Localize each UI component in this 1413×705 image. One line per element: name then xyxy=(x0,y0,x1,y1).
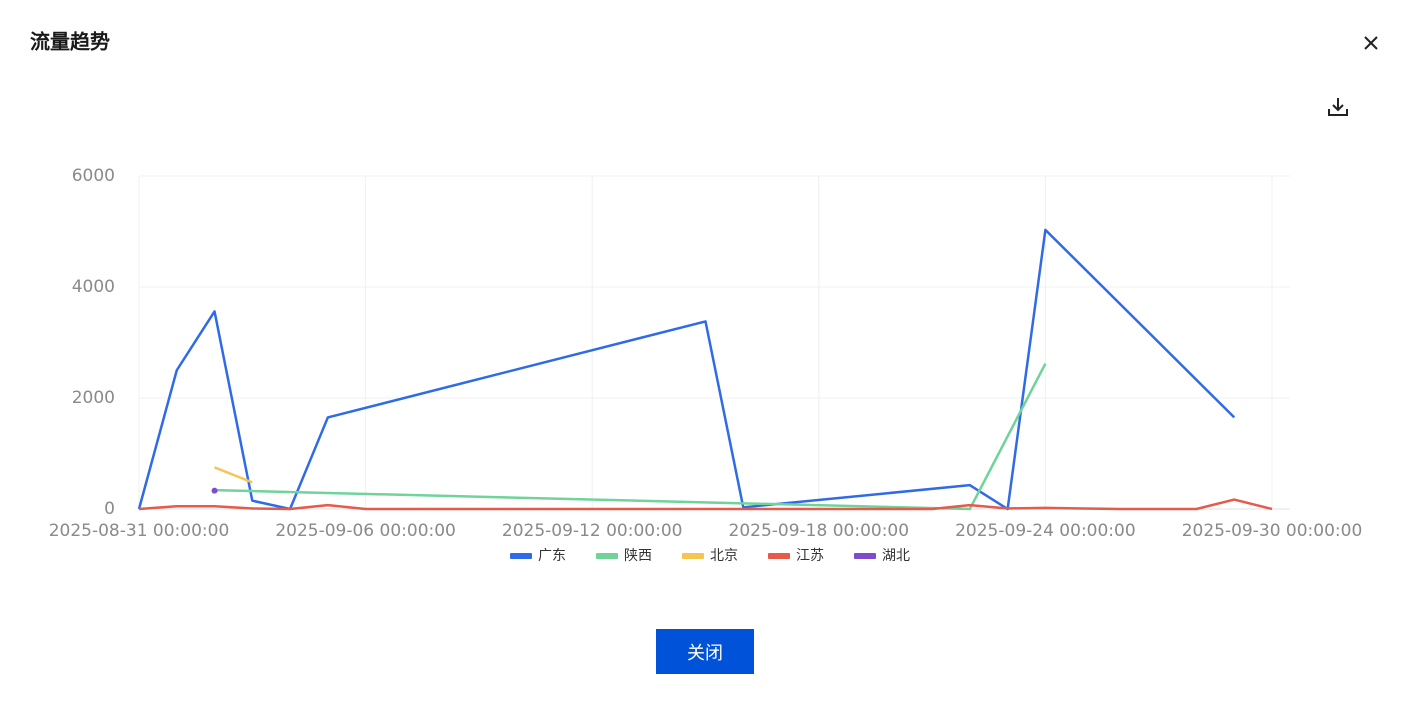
close-icon[interactable] xyxy=(1364,36,1378,50)
close-button[interactable]: 关闭 xyxy=(656,629,754,674)
download-icon[interactable] xyxy=(1328,98,1348,116)
x-tick-label: 2025-09-30 00:00:00 xyxy=(1182,521,1363,541)
legend-swatch xyxy=(854,553,876,559)
legend-label: 北京 xyxy=(710,548,738,564)
legend-swatch xyxy=(768,553,790,559)
y-tick-label: 0 xyxy=(104,499,115,519)
x-tick-label: 2025-09-06 00:00:00 xyxy=(275,521,456,541)
legend-label: 江苏 xyxy=(796,548,824,564)
data-point xyxy=(211,487,218,494)
x-tick-label: 2025-08-31 00:00:00 xyxy=(49,521,230,541)
x-tick-label: 2025-09-18 00:00:00 xyxy=(729,521,910,541)
series-line xyxy=(214,363,1047,511)
x-tick-label: 2025-09-12 00:00:00 xyxy=(502,521,683,541)
dialog-title: 流量趋势 xyxy=(30,30,110,54)
y-tick-label: 2000 xyxy=(72,388,115,408)
legend-label: 湖北 xyxy=(882,548,910,564)
x-tick-label: 2025-09-24 00:00:00 xyxy=(955,521,1136,541)
chart: 0 2000 4000 6000 2025-08-31 00:00:00 2025-09-… xyxy=(49,166,1363,564)
y-tick-label: 6000 xyxy=(72,166,115,186)
legend-swatch xyxy=(596,553,618,559)
legend-label: 广东 xyxy=(538,548,566,564)
legend-swatch xyxy=(510,553,532,559)
y-tick-label: 4000 xyxy=(72,277,115,297)
legend-label: 陕西 xyxy=(624,548,652,564)
series-line xyxy=(214,466,253,484)
legend-swatch xyxy=(682,553,704,559)
series-line xyxy=(137,228,1236,511)
series-line xyxy=(138,498,1273,511)
